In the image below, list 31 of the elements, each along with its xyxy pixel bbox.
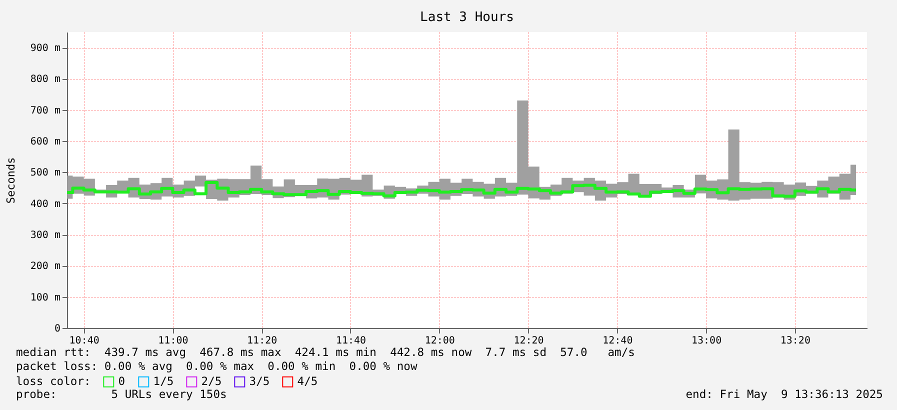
- y-tick-label: 0: [54, 324, 60, 334]
- y-axis-title: Seconds: [4, 157, 18, 204]
- x-tick-label: 12:00: [424, 336, 455, 346]
- y-tick-label: 100 m: [30, 292, 60, 304]
- y-tick-label: 300 m: [30, 230, 60, 242]
- legend-title: loss color:: [16, 375, 91, 388]
- y-tick-label: 200 m: [30, 261, 60, 272]
- y-tick-label: 900 m: [30, 43, 60, 54]
- y-tick-label: 800 m: [30, 74, 60, 86]
- x-tick-label: 11:20: [247, 336, 278, 346]
- text: probe: 5 URLs every 150s: [16, 388, 227, 402]
- x-tick-label: 10:40: [69, 336, 100, 346]
- x-tick-label: 13:00: [691, 336, 722, 346]
- legend-label: 1/5: [153, 374, 174, 388]
- y-tick-label: 700 m: [30, 105, 60, 116]
- text: packet loss: 0.00 % avg 0.00 % max 0.00 % min 0.00 % now: [16, 360, 418, 374]
- y-tick-label: 400 m: [30, 198, 60, 210]
- chart-title: Last 3 Hours: [420, 10, 514, 25]
- x-tick-label: 11:00: [158, 336, 188, 346]
- legend-label: 0: [118, 374, 126, 388]
- legend-label: 2/5: [201, 374, 222, 388]
- x-tick-label: 12:20: [514, 336, 544, 346]
- legend-label: 4/5: [297, 374, 318, 388]
- legend-label: 3/5: [249, 374, 270, 388]
- text: end: Fri May 9 13:36:13 2025: [686, 388, 883, 402]
- y-tick-label: 500 m: [30, 168, 60, 179]
- x-tick-label: 13:20: [780, 336, 810, 346]
- x-tick-label: 12:40: [602, 336, 633, 346]
- text: median rtt: 439.7 ms avg 467.8 ms max 424.1 ms min 442.8 ms now 7.7 ms sd 57.0 am/s: [16, 346, 635, 360]
- y-tick-label: 600 m: [30, 136, 60, 148]
- x-tick-label: 11:40: [336, 336, 366, 346]
